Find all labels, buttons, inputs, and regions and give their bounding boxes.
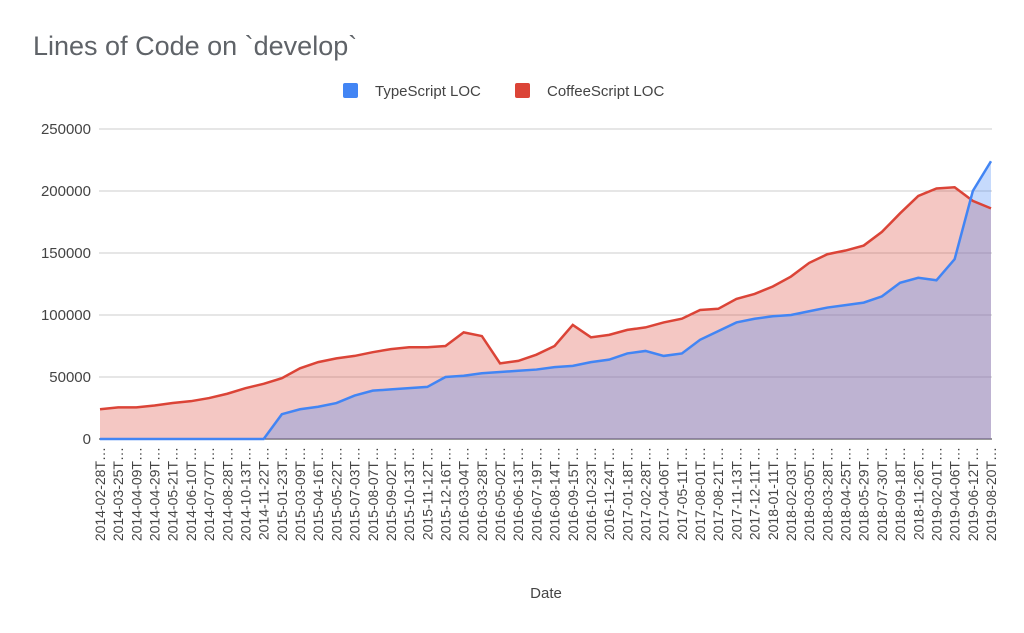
x-tick-label: 2016-08-14T…	[547, 447, 563, 541]
legend-swatch	[515, 83, 530, 98]
x-tick-label: 2017-04-06T…	[656, 447, 672, 541]
x-tick-label: 2014-04-29T…	[147, 447, 163, 541]
x-tick-label: 2019-02-01T…	[928, 447, 944, 541]
x-tick-label: 2014-10-13T…	[237, 447, 253, 541]
x-tick-label: 2017-08-01T…	[692, 447, 708, 541]
x-tick-label: 2018-01-11T…	[765, 447, 781, 540]
x-tick-label: 2015-05-22T…	[328, 447, 344, 541]
x-tick-label: 2015-04-16T…	[310, 447, 326, 541]
x-tick-label: 2015-08-07T…	[365, 447, 381, 541]
x-tick-label: 2014-03-25T…	[110, 447, 126, 541]
legend-swatch	[343, 83, 358, 98]
x-tick-label: 2018-04-25T…	[838, 447, 854, 541]
x-tick-label: 2014-06-10T…	[183, 447, 199, 541]
x-tick-label: 2015-01-23T…	[274, 447, 290, 541]
x-tick-label: 2015-11-12T…	[419, 447, 435, 540]
x-tick-label: 2016-06-13T…	[510, 447, 526, 541]
x-tick-label: 2018-11-26T…	[910, 447, 926, 540]
legend-label: CoffeeScript LOC	[547, 83, 664, 100]
x-tick-label: 2016-09-15T…	[565, 447, 581, 541]
x-tick-label: 2016-03-28T…	[474, 447, 490, 541]
x-tick-label: 2017-02-28T…	[638, 447, 654, 541]
x-tick-label: 2014-08-28T…	[219, 447, 235, 541]
y-tick-label: 100000	[41, 307, 91, 324]
x-tick-label: 2016-03-04T…	[456, 447, 472, 541]
x-tick-label: 2016-10-23T…	[583, 447, 599, 541]
x-axis-title: Date	[530, 585, 562, 602]
x-tick-label: 2019-04-06T…	[947, 447, 963, 541]
x-tick-label: 2018-05-29T…	[856, 447, 872, 541]
x-tick-label: 2018-03-05T…	[801, 447, 817, 541]
x-tick-label: 2018-03-28T…	[819, 447, 835, 541]
y-tick-label: 150000	[41, 245, 91, 262]
chart-title: Lines of Code on `develop`	[33, 31, 357, 61]
x-tick-label: 2015-12-16T…	[437, 447, 453, 541]
x-tick-label: 2016-05-02T…	[492, 447, 508, 541]
x-tick-label: 2014-04-09T…	[128, 447, 144, 541]
series-line	[99, 186, 992, 411]
x-tick-label: 2017-12-11T…	[747, 447, 763, 540]
x-tick-label: 2019-06-12T…	[965, 447, 981, 541]
series-line	[100, 160, 993, 441]
x-tick-label: 2016-07-19T…	[528, 447, 544, 541]
x-tick-label: 2017-01-18T…	[619, 447, 635, 541]
x-tick-label: 2018-02-03T…	[783, 447, 799, 541]
x-tick-label: 2014-11-22T…	[256, 447, 272, 540]
x-tick-label: 2015-07-03T…	[347, 447, 363, 541]
y-tick-label: 0	[83, 431, 91, 448]
y-tick-label: 250000	[41, 121, 91, 138]
area-fill	[100, 161, 991, 440]
x-tick-label: 2017-08-21T…	[710, 447, 726, 541]
x-tick-label: 2014-02-28T…	[92, 447, 108, 541]
x-tick-label: 2014-05-21T…	[165, 447, 181, 541]
y-tick-label: 50000	[49, 369, 91, 386]
x-tick-label: 2018-07-30T…	[874, 447, 890, 541]
x-tick-label: 2016-11-24T…	[601, 447, 617, 540]
legend-label: TypeScript LOC	[375, 83, 481, 100]
x-tick-label: 2015-03-09T…	[292, 447, 308, 541]
y-tick-label: 200000	[41, 183, 91, 200]
x-tick-label: 2017-05-11T…	[674, 447, 690, 540]
x-tick-label: 2018-09-18T…	[892, 447, 908, 541]
x-tick-label: 2017-11-13T…	[728, 447, 744, 540]
x-tick-label: 2015-09-02T…	[383, 447, 399, 541]
x-tick-label: 2014-07-07T…	[201, 447, 217, 541]
x-tick-label: 2019-08-20T…	[983, 447, 999, 541]
area-fill	[100, 187, 991, 439]
x-tick-label: 2015-10-13T…	[401, 447, 417, 541]
